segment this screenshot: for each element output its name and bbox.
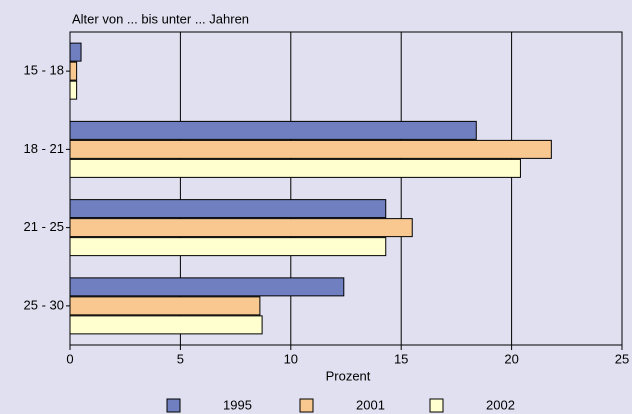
- y-tick-label: 25 - 30: [24, 297, 64, 312]
- x-tick-label: 10: [284, 351, 298, 366]
- legend-label: 2001: [356, 397, 385, 412]
- bar: [69, 199, 387, 219]
- bar: [69, 315, 263, 335]
- plot-border: [69, 31, 623, 346]
- chart-title: Alter von ... bis unter ... Jahren: [72, 11, 249, 26]
- legend-swatch: [429, 398, 444, 413]
- bar: [69, 61, 78, 81]
- y-tick-label: 18 - 21: [24, 141, 64, 156]
- x-tick-label: 5: [177, 351, 184, 366]
- legend-label: 2002: [486, 397, 515, 412]
- legend-label: 1995: [223, 397, 252, 412]
- bar: [69, 42, 82, 62]
- y-tick-label: 21 - 25: [24, 219, 64, 234]
- bar: [69, 218, 413, 238]
- x-tick-label: 15: [394, 351, 408, 366]
- x-axis-label: Prozent: [326, 368, 371, 383]
- x-tick-label: 0: [66, 351, 73, 366]
- bar: [69, 139, 552, 159]
- bar: [69, 80, 78, 100]
- bar: [69, 120, 477, 140]
- bar: [69, 158, 521, 178]
- bar: [69, 277, 345, 297]
- x-tick-label: 25: [615, 351, 629, 366]
- bar: [69, 237, 387, 257]
- bar: [69, 296, 261, 316]
- y-tick-label: 15 - 18: [24, 63, 64, 78]
- legend-swatch: [299, 398, 314, 413]
- x-tick-label: 20: [504, 351, 518, 366]
- legend-swatch: [166, 398, 181, 413]
